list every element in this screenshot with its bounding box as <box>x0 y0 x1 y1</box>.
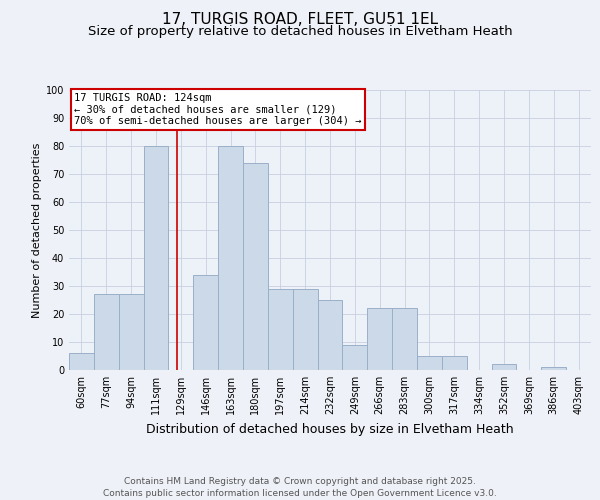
Text: 17 TURGIS ROAD: 124sqm
← 30% of detached houses are smaller (129)
70% of semi-de: 17 TURGIS ROAD: 124sqm ← 30% of detached… <box>74 93 362 126</box>
Text: Size of property relative to detached houses in Elvetham Heath: Size of property relative to detached ho… <box>88 25 512 38</box>
Bar <box>94 294 119 370</box>
Bar <box>193 275 218 370</box>
Y-axis label: Number of detached properties: Number of detached properties <box>32 142 41 318</box>
Bar <box>69 353 94 370</box>
Bar <box>491 364 517 370</box>
Bar <box>268 289 293 370</box>
Bar <box>218 146 243 370</box>
Bar <box>293 289 317 370</box>
X-axis label: Distribution of detached houses by size in Elvetham Heath: Distribution of detached houses by size … <box>146 422 514 436</box>
Bar <box>442 356 467 370</box>
Text: Contains HM Land Registry data © Crown copyright and database right 2025.
Contai: Contains HM Land Registry data © Crown c… <box>103 476 497 498</box>
Bar <box>392 308 417 370</box>
Bar <box>243 163 268 370</box>
Bar <box>417 356 442 370</box>
Bar <box>343 345 367 370</box>
Bar <box>317 300 343 370</box>
Bar <box>367 308 392 370</box>
Bar <box>541 367 566 370</box>
Bar <box>143 146 169 370</box>
Text: 17, TURGIS ROAD, FLEET, GU51 1EL: 17, TURGIS ROAD, FLEET, GU51 1EL <box>162 12 438 28</box>
Bar <box>119 294 143 370</box>
